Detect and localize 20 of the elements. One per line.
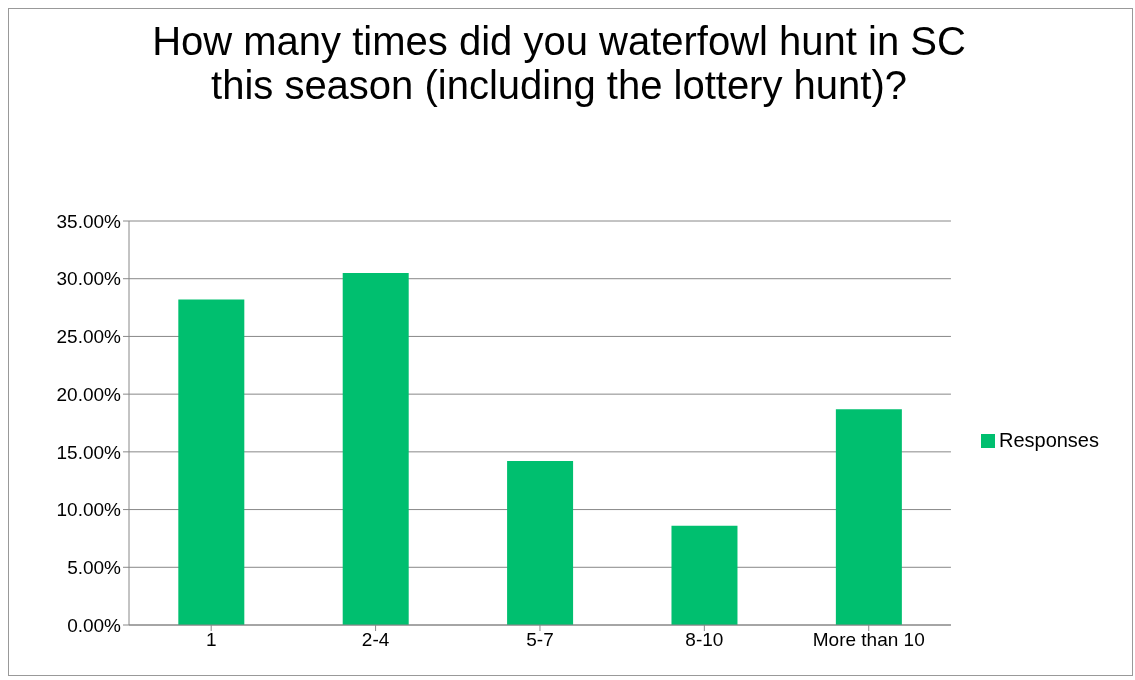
x-tick-label: More than 10 xyxy=(812,629,925,651)
x-tick-label: 1 xyxy=(205,629,217,651)
bar xyxy=(671,525,738,625)
y-tick-label: 15.00% xyxy=(56,441,122,463)
bar xyxy=(835,409,902,625)
y-tick-label: 35.00% xyxy=(56,210,122,232)
legend-label: Responses xyxy=(998,428,1099,451)
y-tick-label: 30.00% xyxy=(56,268,122,290)
x-tick-label: 8-10 xyxy=(685,629,724,651)
y-tick-label: 5.00% xyxy=(67,557,122,579)
chart-title: How many times did you waterfowl hunt in SC this season (including the lottery hunt)? xyxy=(151,18,967,109)
y-tick-label: 10.00% xyxy=(56,499,122,521)
y-tick-label: 0.00% xyxy=(67,614,122,636)
y-tick-label: 20.00% xyxy=(56,383,122,405)
bar xyxy=(178,299,245,625)
x-tick-label: 2-4 xyxy=(361,629,390,651)
bar xyxy=(507,461,574,625)
x-tick-label: 5-7 xyxy=(526,629,554,651)
y-tick-label: 25.00% xyxy=(56,326,122,348)
bar xyxy=(342,272,409,625)
